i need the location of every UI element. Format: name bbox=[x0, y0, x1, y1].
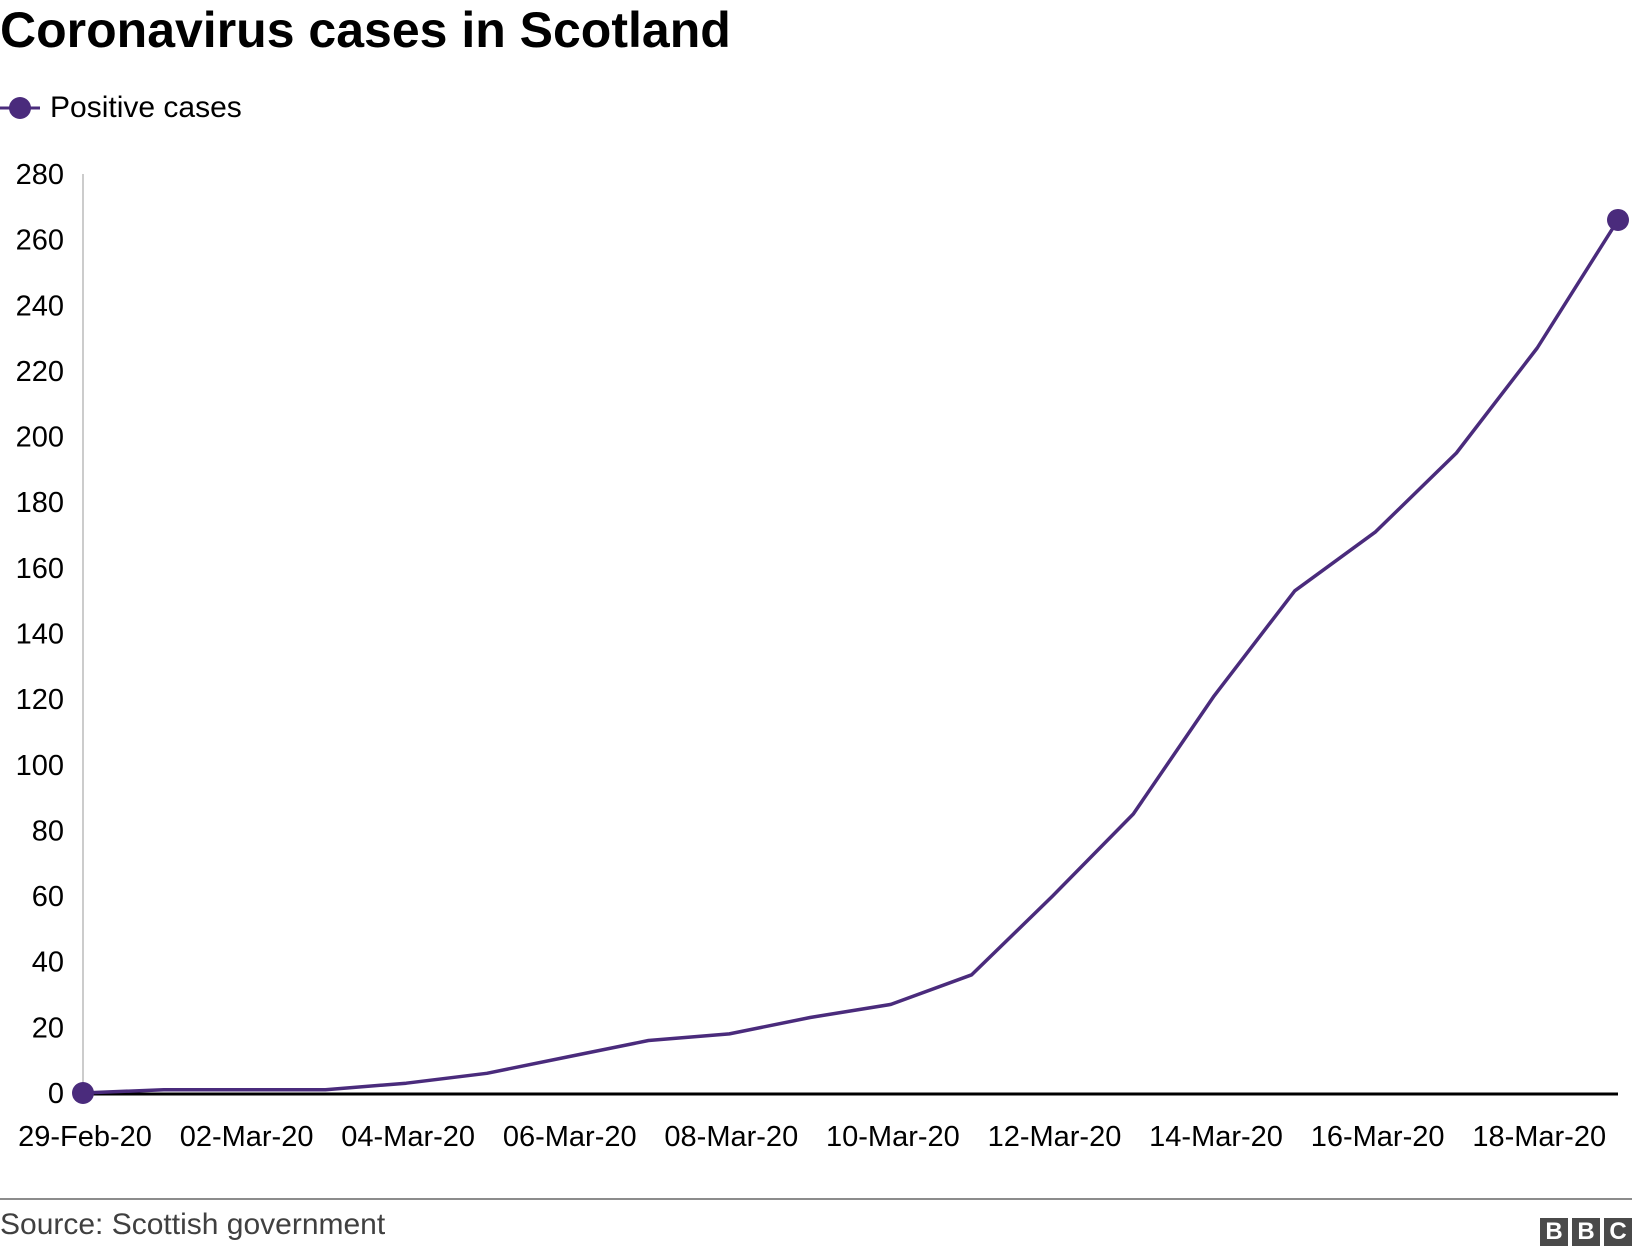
bbc-logo-letter: C bbox=[1604, 1218, 1632, 1246]
line-chart: 0 20 40 60 80 100 120 140 160 180 200 220 240 260 280 2… bbox=[16, 159, 1629, 1150]
y-tick-label: 60 bbox=[32, 881, 64, 913]
series-line bbox=[82, 219, 1620, 1095]
x-tick-label: 06-Mar-20 bbox=[503, 1121, 637, 1150]
y-tick-label: 260 bbox=[16, 225, 64, 257]
data-point-marker bbox=[1607, 208, 1629, 231]
chart-title: Coronavirus cases in Scotland bbox=[0, 2, 731, 58]
y-tick-label: 200 bbox=[16, 422, 64, 454]
y-tick-label: 180 bbox=[16, 487, 64, 519]
x-tick-label: 02-Mar-20 bbox=[180, 1121, 314, 1150]
y-tick-label: 280 bbox=[16, 159, 64, 191]
x-tick-label: 29-Feb-20 bbox=[18, 1121, 152, 1150]
source-note: Source: Scottish government bbox=[0, 1208, 386, 1241]
y-tick-label: 160 bbox=[16, 553, 64, 585]
bbc-logo: B B C bbox=[1540, 1218, 1632, 1246]
y-tick-label: 100 bbox=[16, 750, 64, 782]
y-tick-label: 240 bbox=[16, 290, 64, 322]
x-tick-label: 10-Mar-20 bbox=[826, 1121, 960, 1150]
x-tick-label: 16-Mar-20 bbox=[1311, 1121, 1445, 1150]
y-tick-label: 140 bbox=[16, 619, 64, 651]
footer-divider bbox=[0, 1198, 1632, 1200]
x-tick-label: 14-Mar-20 bbox=[1149, 1121, 1283, 1150]
x-tick-label: 18-Mar-20 bbox=[1472, 1121, 1606, 1150]
y-tick-label: 20 bbox=[32, 1012, 64, 1044]
x-tick-label: 08-Mar-20 bbox=[664, 1121, 798, 1150]
y-tick-label: 80 bbox=[32, 815, 64, 847]
data-point-marker bbox=[72, 1082, 94, 1104]
y-tick-label: 40 bbox=[32, 947, 64, 979]
x-tick-label: 12-Mar-20 bbox=[988, 1121, 1122, 1150]
bbc-logo-letter: B bbox=[1540, 1218, 1568, 1246]
legend-label: Positive cases bbox=[50, 91, 242, 124]
bbc-logo-letter: B bbox=[1572, 1218, 1600, 1246]
legend-marker-icon bbox=[0, 97, 40, 119]
y-tick-label: 120 bbox=[16, 684, 64, 716]
y-tick-label: 220 bbox=[16, 356, 64, 388]
y-tick-label: 0 bbox=[48, 1078, 64, 1110]
legend: Positive cases bbox=[0, 86, 242, 130]
x-tick-label: 04-Mar-20 bbox=[341, 1121, 475, 1150]
